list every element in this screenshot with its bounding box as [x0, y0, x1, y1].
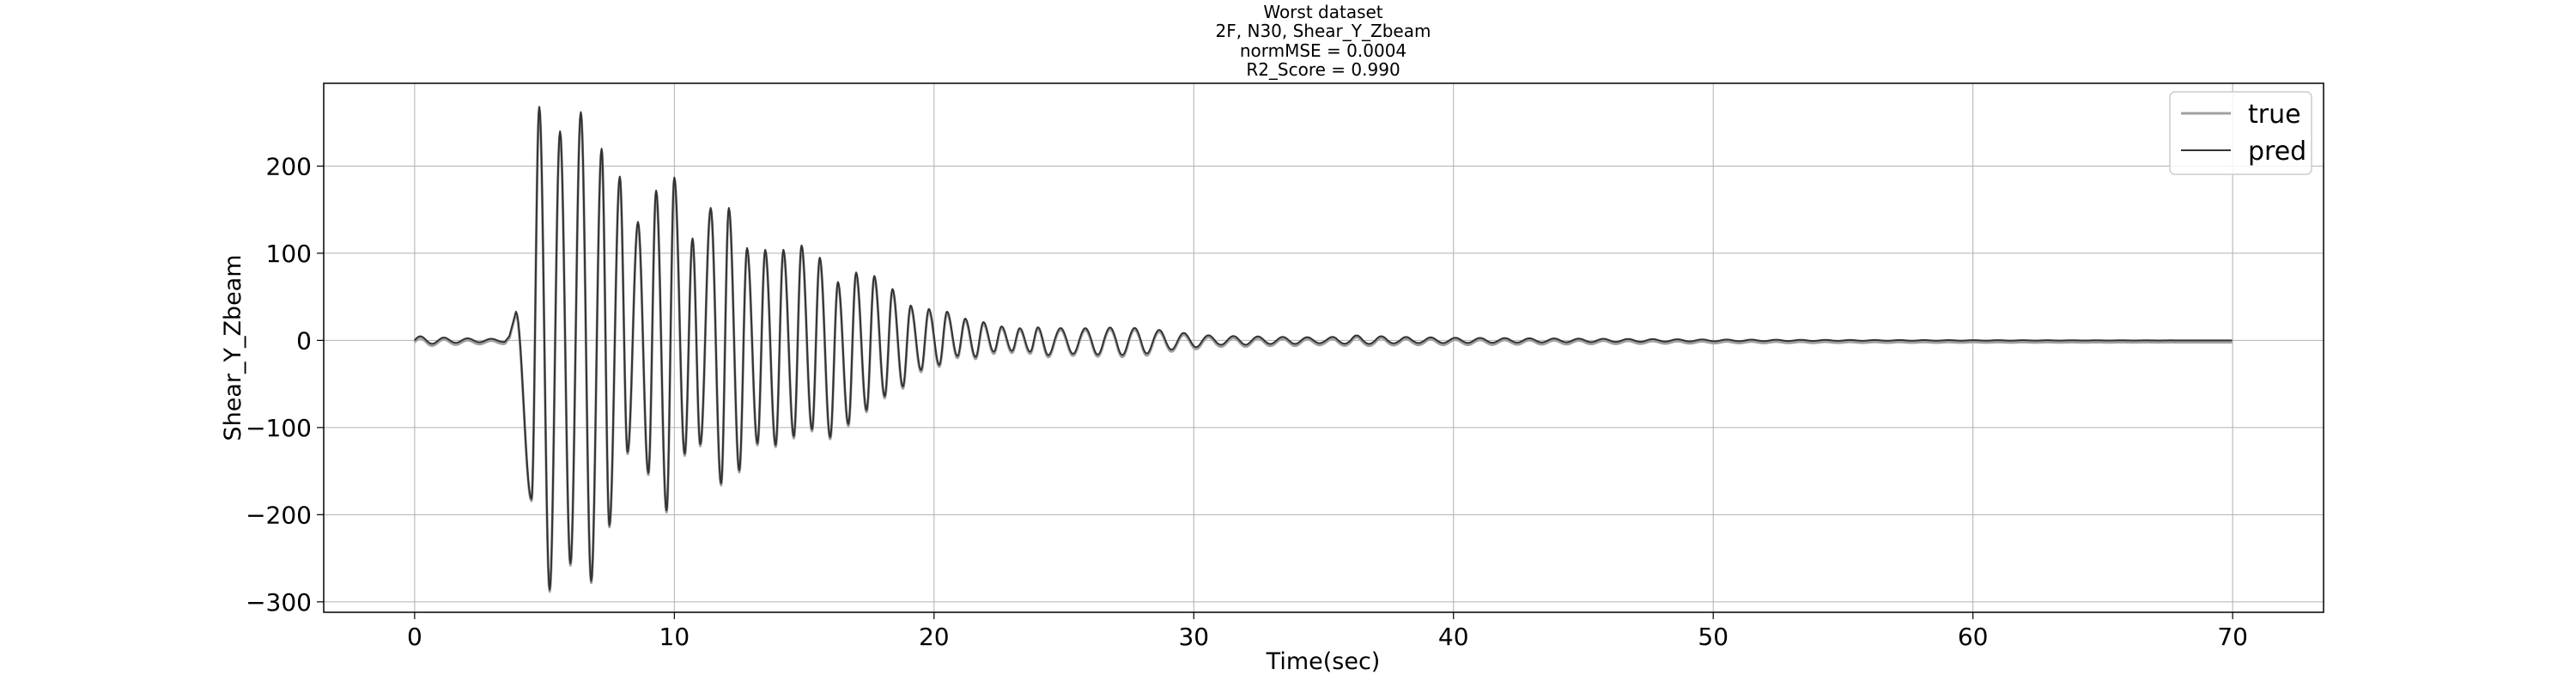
- x-tick-label: 70: [2217, 623, 2248, 651]
- x-tick-label: 50: [1698, 623, 1728, 651]
- x-tick-label: 10: [659, 623, 690, 651]
- legend-label-pred: pred: [2248, 137, 2306, 167]
- series-line-pred: [414, 106, 2233, 591]
- series-line-true: [413, 107, 2233, 593]
- legend: true pred: [2169, 91, 2312, 175]
- x-tick-label: 30: [1178, 623, 1209, 651]
- x-tick-label: 0: [407, 623, 422, 651]
- title-line-2: 2F, N30, Shear_Y_Zbeam: [1216, 21, 1431, 41]
- title-line-4: R2_Score = 0.990: [1246, 59, 1400, 80]
- y-tick-label: −100: [246, 414, 312, 442]
- x-axis-label: Time(sec): [1266, 648, 1381, 675]
- series-layer: [413, 106, 2233, 593]
- title-line-1: Worst dataset: [1263, 2, 1382, 22]
- x-tick-label: 60: [1958, 623, 1989, 651]
- y-axis-label: Shear_Y_Zbeam: [220, 254, 246, 441]
- y-tick-label: 200: [266, 152, 312, 180]
- ticks: 0 10 20 30 40 50 60 70 −300 −200 −100 0 100 200: [246, 152, 2248, 651]
- chart-title: Worst dataset 2F, N30, Shear_Y_Zbeam nor…: [1216, 2, 1431, 80]
- y-tick-label: −200: [246, 501, 312, 529]
- x-tick-label: 40: [1438, 623, 1469, 651]
- x-tick-label: 20: [919, 623, 950, 651]
- legend-label-true: true: [2248, 100, 2301, 130]
- title-line-3: normMSE = 0.0004: [1240, 40, 1406, 61]
- y-tick-label: 0: [296, 326, 312, 355]
- plot-frame: [323, 82, 2324, 613]
- y-tick-label: 100: [266, 240, 312, 268]
- grid: [324, 83, 2324, 612]
- y-tick-label: −300: [246, 588, 312, 617]
